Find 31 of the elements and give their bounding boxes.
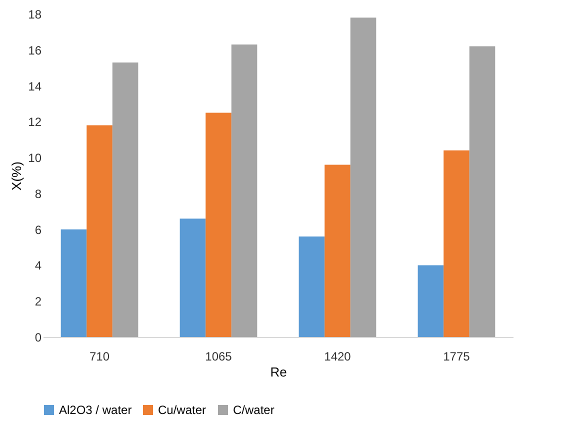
x-tick-label: 1065 xyxy=(205,350,232,364)
bar xyxy=(112,62,138,337)
y-tick-label: 16 xyxy=(28,43,42,58)
bar xyxy=(469,46,496,337)
legend-label: C/water xyxy=(233,403,274,417)
y-tick-label: 14 xyxy=(28,79,42,94)
y-tick-label: 4 xyxy=(34,258,42,273)
x-tick-label: 710 xyxy=(90,350,110,364)
y-tick-label: 6 xyxy=(34,222,42,237)
x-tick-label: 1775 xyxy=(443,350,470,364)
bar xyxy=(324,164,350,337)
bar xyxy=(60,229,87,337)
y-axis-title: X(%) xyxy=(9,162,24,190)
legend-label: Cu/water xyxy=(158,403,206,417)
bar xyxy=(350,18,376,337)
x-tick-label: 1420 xyxy=(324,350,352,364)
y-tick-label: 0 xyxy=(34,330,42,344)
bar xyxy=(86,125,112,337)
bar xyxy=(418,265,444,337)
x-axis-title: Re xyxy=(270,364,287,380)
bar xyxy=(444,150,470,337)
legend-label: Al2O3 / water xyxy=(59,403,132,417)
bar xyxy=(206,112,232,337)
y-tick-label: 10 xyxy=(28,151,42,166)
y-tick-label: 12 xyxy=(28,115,42,130)
bar xyxy=(231,44,258,337)
y-tick-label: 18 xyxy=(28,8,42,22)
y-tick-label: 8 xyxy=(34,186,42,201)
y-tick-label: 2 xyxy=(34,294,42,309)
bar xyxy=(180,218,206,337)
bar xyxy=(298,236,325,337)
